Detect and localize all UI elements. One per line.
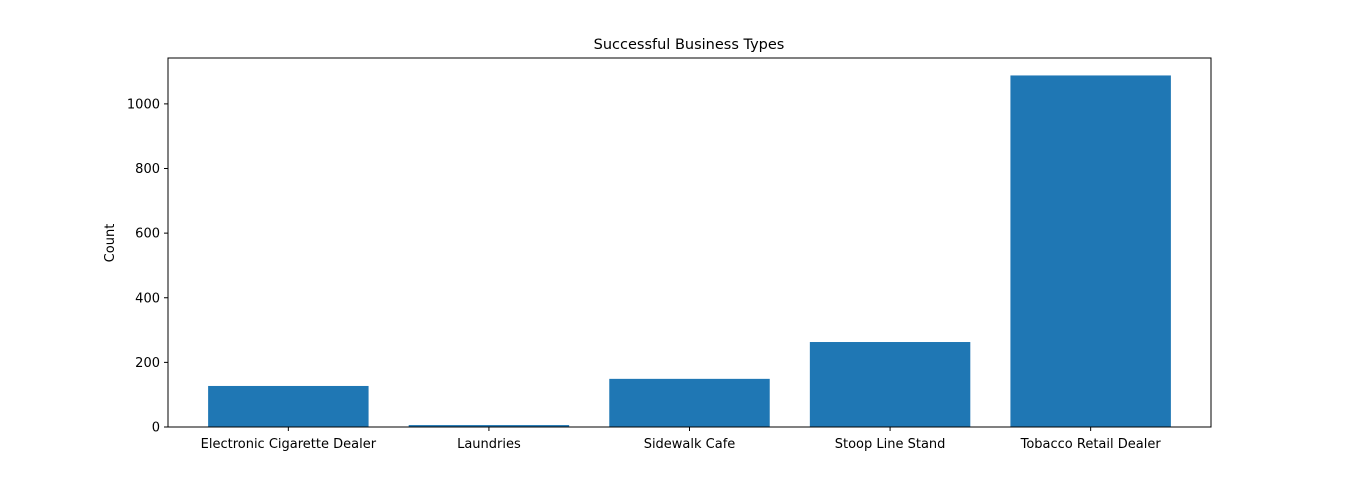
x-tick-label-1: Laundries [457,437,521,452]
chart-title: Successful Business Types [594,37,785,53]
bar-0 [208,385,369,427]
y-tick-label-0: 0 [152,421,160,436]
x-tick-label-2: Sidewalk Cafe [644,437,736,452]
y-tick-label-1: 200 [135,356,160,371]
y-tick-label-5: 1000 [127,97,160,112]
y-tick-label-3: 600 [135,227,160,242]
y-tick-label-4: 800 [135,162,160,177]
bar-2 [609,378,770,427]
bar-4 [1010,75,1171,427]
x-tick-label-3: Stoop Line Stand [835,437,946,452]
x-ticks-group: Electronic Cigarette Dealer Laundries Side… [201,427,1162,452]
y-axis-label: Count [103,224,118,263]
x-tick-label-0: Electronic Cigarette Dealer [201,437,377,452]
x-tick-label-4: Tobacco Retail Dealer [1020,437,1162,452]
y-tick-label-2: 400 [135,291,160,306]
plot-frame [167,57,1212,428]
bars-group [208,75,1171,427]
bar-3 [809,342,971,427]
y-ticks-group: 0 200 400 600 800 1000 [127,97,168,436]
bar-1 [408,425,570,427]
